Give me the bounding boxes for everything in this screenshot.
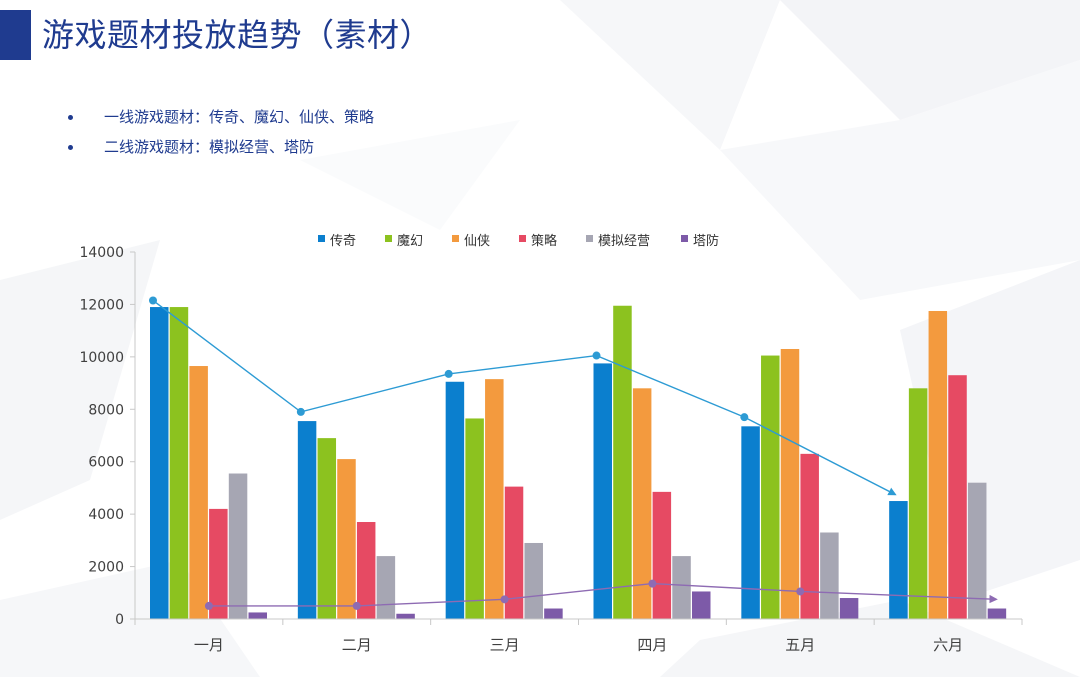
x-tick-label: 五月	[785, 636, 815, 654]
title-accent-bar	[0, 10, 31, 60]
bar	[544, 608, 563, 619]
bar	[297, 421, 317, 619]
series-1-bars	[150, 307, 908, 619]
series-6-bars	[248, 591, 1007, 619]
bar	[209, 508, 228, 619]
bar	[317, 438, 337, 619]
series-4-bars	[209, 375, 967, 619]
bullet-text: 一线游戏题材：传奇、魔幻、仙侠、策略	[104, 108, 375, 126]
trend-line-2	[204, 579, 998, 610]
legend-label: 传奇	[330, 233, 356, 249]
bar	[376, 556, 396, 619]
bullet-text: 二线游戏题材：模拟经营、塔防	[104, 138, 315, 156]
bar	[967, 482, 987, 619]
x-tick-label: 六月	[933, 636, 963, 654]
trend-line-path	[208, 582, 998, 607]
bar	[987, 608, 1007, 619]
bullet-list: 一线游戏题材：传奇、魔幻、仙侠、策略 二线游戏题材：模拟经营、塔防	[68, 104, 374, 164]
y-tick-label: 4000	[88, 507, 124, 523]
bar	[800, 453, 819, 619]
bar	[396, 613, 415, 619]
trend-point	[296, 407, 305, 416]
bullet-item: 一线游戏题材：传奇、魔幻、仙侠、策略	[68, 104, 374, 134]
bar	[465, 418, 484, 619]
bar	[928, 310, 948, 619]
y-tick-label: 0	[115, 612, 124, 628]
bar	[889, 501, 908, 619]
bar	[672, 556, 691, 619]
x-tick-label: 一月	[194, 636, 224, 654]
legend-label: 策略	[531, 233, 557, 249]
trend-point	[204, 601, 213, 610]
legend-label: 模拟经营	[598, 234, 650, 249]
trend-point	[592, 351, 601, 360]
series-2-bars	[169, 305, 928, 619]
bullet-item: 二线游戏题材：模拟经营、塔防	[68, 134, 374, 164]
bar	[485, 379, 504, 619]
x-tick-label: 二月	[342, 636, 372, 654]
legend-swatch-icon	[318, 235, 325, 242]
legend-label: 仙侠	[464, 234, 490, 249]
bar	[356, 522, 376, 619]
bar	[820, 532, 839, 619]
bar	[780, 348, 800, 619]
bar	[445, 381, 465, 619]
y-tick-label: 12000	[79, 297, 124, 313]
bar	[189, 366, 208, 619]
bar	[169, 307, 189, 619]
bullet-dot-icon	[68, 115, 73, 120]
bar	[948, 375, 967, 619]
y-tick-label: 8000	[88, 402, 124, 418]
bar	[593, 363, 612, 619]
x-tick-label: 四月	[637, 636, 667, 654]
legend-label: 塔防	[693, 233, 719, 249]
trend-point	[352, 601, 361, 610]
bar	[524, 542, 543, 619]
trend-point	[444, 369, 453, 378]
trend-point	[648, 579, 657, 588]
legend-swatch-icon	[452, 235, 459, 242]
bar	[632, 388, 652, 619]
trend-point	[500, 595, 509, 604]
x-tick-label: 三月	[490, 636, 520, 654]
legend-swatch-icon	[385, 235, 392, 242]
y-tick-label: 14000	[79, 245, 124, 261]
legend-swatch-icon	[681, 235, 688, 242]
trend-line-path	[152, 299, 897, 496]
y-tick-label: 10000	[79, 350, 124, 366]
legend-swatch-icon	[586, 235, 593, 242]
bar	[504, 486, 524, 619]
chart-legend: 传奇 魔幻 仙侠 策略 模拟经营 塔防	[318, 233, 719, 249]
trend-point	[740, 413, 749, 422]
bar	[652, 491, 672, 619]
bar	[613, 305, 632, 619]
trend-point	[796, 587, 805, 596]
bar	[337, 459, 356, 619]
bar	[692, 591, 711, 619]
legend-swatch-icon	[519, 235, 526, 242]
trend-line-1	[149, 296, 897, 496]
y-tick-label: 2000	[88, 560, 124, 576]
slide-title: 游戏题材投放趋势（素材）	[42, 16, 433, 54]
bar	[839, 598, 859, 619]
series-5-bars	[228, 473, 987, 619]
series-3-bars	[189, 310, 948, 619]
bullet-dot-icon	[68, 145, 73, 150]
trend-point	[149, 296, 157, 305]
bar	[741, 426, 760, 619]
bar	[908, 388, 928, 619]
y-tick-label: 6000	[88, 455, 124, 471]
bar	[150, 307, 169, 619]
bar	[228, 473, 248, 619]
legend-label: 魔幻	[397, 234, 423, 249]
bar	[248, 612, 267, 619]
bar	[761, 355, 780, 619]
